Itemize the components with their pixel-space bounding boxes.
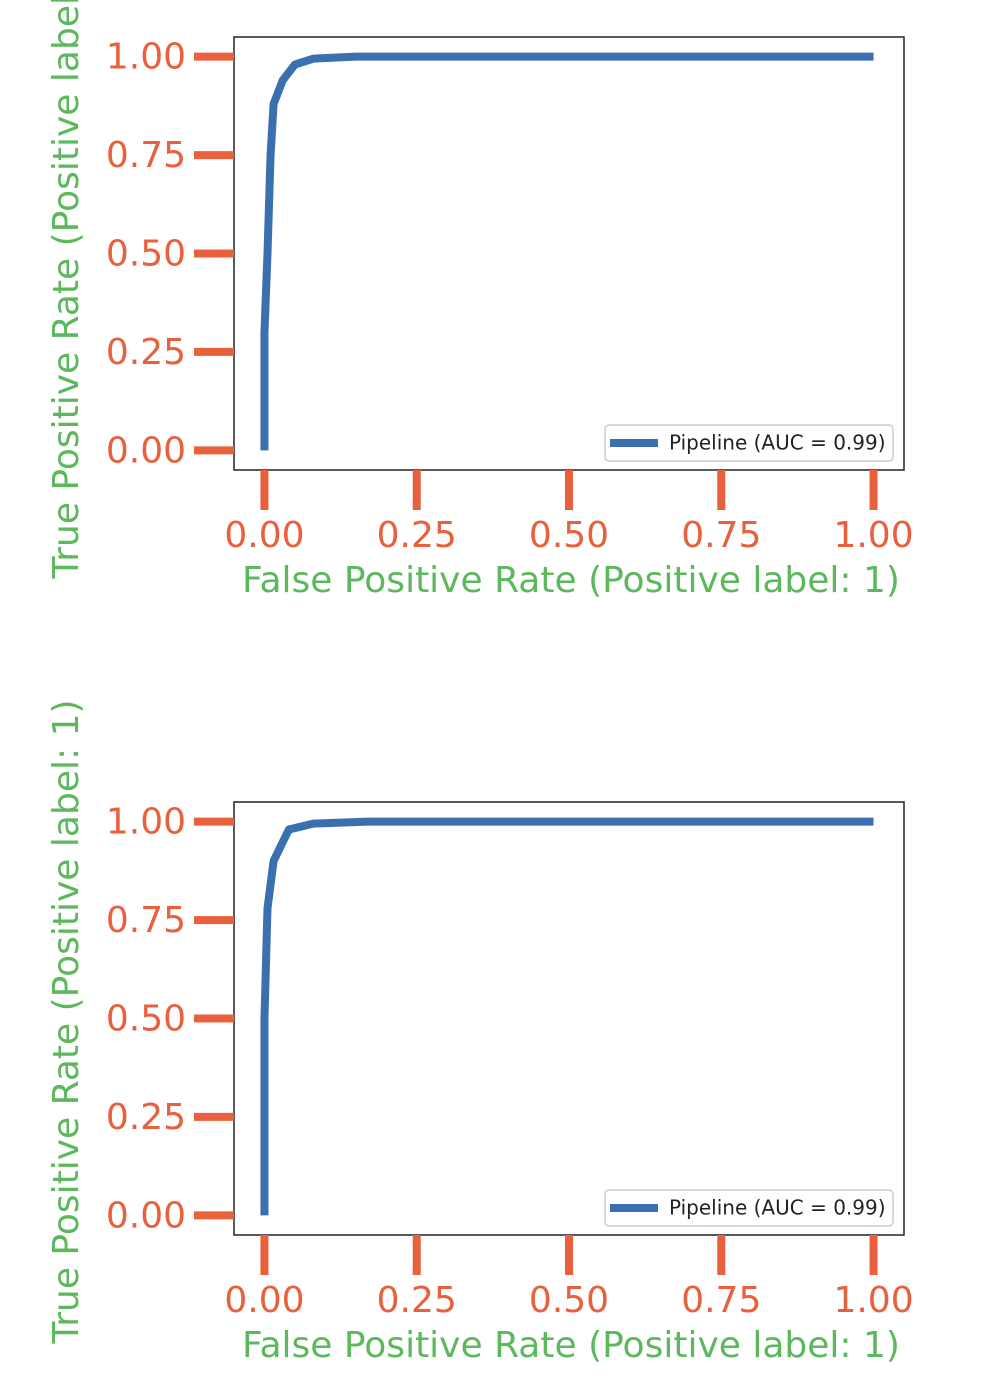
y-tick-label: 1.00 — [106, 802, 186, 843]
chart: 0.00 0.25 0.50 0.75 1.00 0.00 0.25 0.50 0.75 1.00… — [46, 700, 914, 1366]
x-axis-label: False Positive Rate (Positive label: 1) — [242, 560, 900, 601]
legend: Pipeline (AUC = 0.99) — [604, 424, 894, 462]
y-tick-label: 0.75 — [106, 900, 186, 941]
x-tick-label: 0.75 — [681, 1280, 761, 1321]
roc-curve — [260, 52, 874, 451]
x-tick-label: 0.50 — [529, 1280, 609, 1321]
y-tick-label: 0.50 — [106, 999, 186, 1040]
y-axis-label: True Positive Rate (Positive label: 1) — [46, 0, 87, 579]
legend-label: Pipeline (AUC = 0.99) — [669, 431, 886, 455]
legend-box — [604, 1189, 894, 1227]
x-axis-label: False Positive Rate (Positive label: 1) — [242, 1325, 900, 1366]
y-tick-label: 0.25 — [106, 332, 186, 373]
y-tick-label: 0.00 — [106, 430, 186, 471]
x-tick-label: 0.75 — [681, 515, 761, 556]
y-axis-label: True Positive Rate (Positive label: 1) — [46, 700, 87, 1345]
plot-area — [233, 36, 905, 471]
x-tick-label: 0.00 — [224, 1280, 304, 1321]
x-tick-label: 1.00 — [833, 1280, 913, 1321]
legend-label: Pipeline (AUC = 0.99) — [669, 1196, 886, 1220]
x-tick-label: 1.00 — [833, 515, 913, 556]
roc-curve — [260, 817, 874, 1216]
y-tick-label: 0.50 — [106, 234, 186, 275]
legend-box — [604, 424, 894, 462]
x-tick-label: 0.50 — [529, 515, 609, 556]
x-tick-label: 0.00 — [224, 515, 304, 556]
y-tick-label: 0.75 — [106, 135, 186, 176]
plot-area — [233, 801, 905, 1236]
y-tick-label: 1.00 — [106, 37, 186, 78]
legend: Pipeline (AUC = 0.99) — [604, 1189, 894, 1227]
y-tick-label: 0.25 — [106, 1097, 186, 1138]
x-tick-label: 0.25 — [377, 515, 457, 556]
chart: 0.00 0.25 0.50 0.75 1.00 0.00 0.25 0.50 0.75 1.00… — [46, 0, 914, 601]
x-tick-label: 0.25 — [377, 1280, 457, 1321]
y-tick-label: 0.00 — [106, 1195, 186, 1236]
